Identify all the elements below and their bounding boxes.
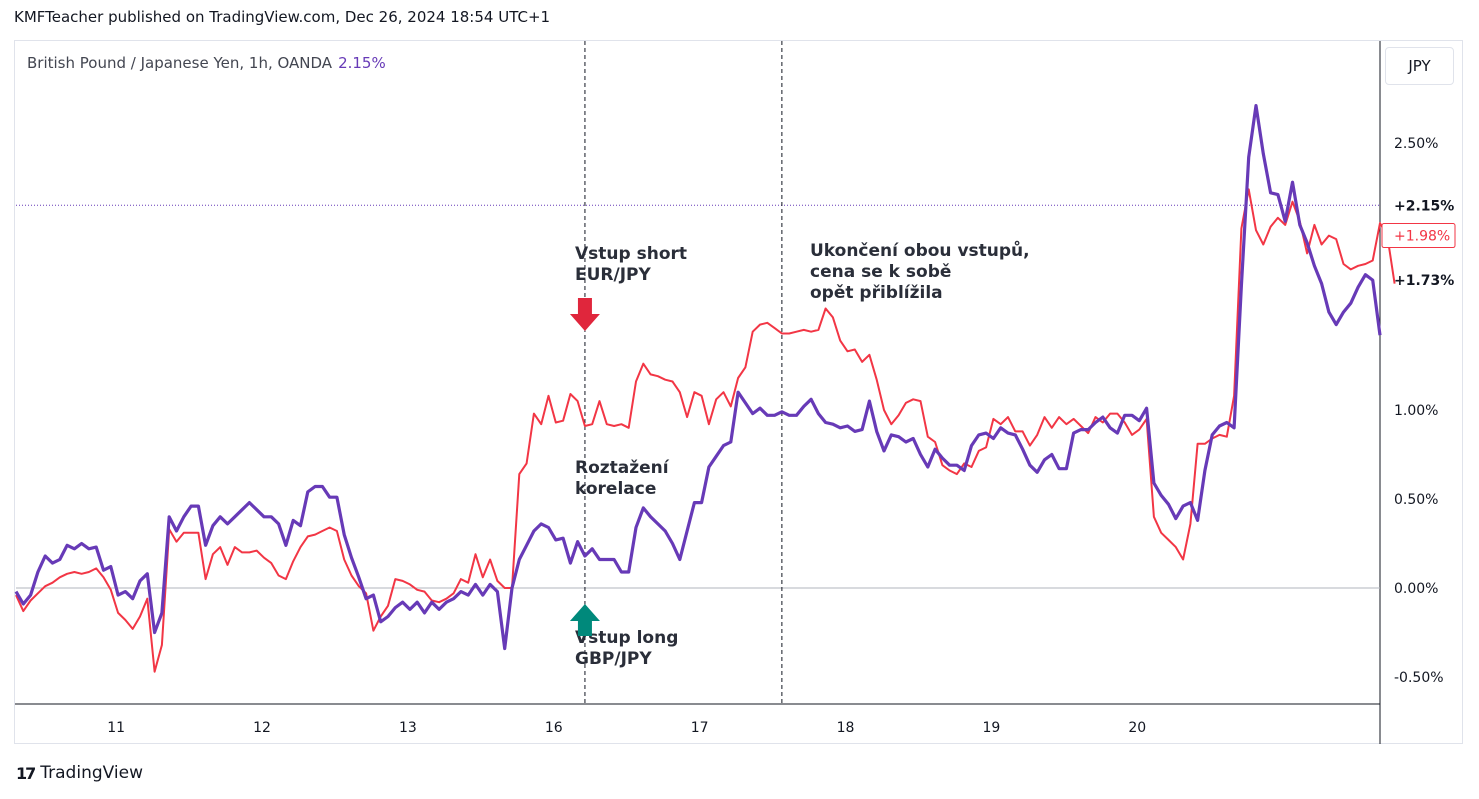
price-tag-primary: +1.73%	[1394, 273, 1454, 289]
tradingview-footer[interactable]: 17 TradingView	[16, 763, 143, 783]
short-entry-label-line: EUR/JPY	[575, 265, 652, 285]
y-tick-label: 2.50%	[1394, 136, 1438, 152]
short-entry-label-line: Vstup short	[575, 244, 687, 264]
tradingview-logo-icon: 17	[16, 763, 36, 783]
y-tick-label: 0.00%	[1394, 581, 1438, 597]
symbol-legend[interactable]: British Pound / Japanese Yen, 1h, OANDA 2…	[27, 54, 386, 72]
price-tag-compare: +1.98%	[1394, 229, 1450, 245]
footer-logo-text: TradingView	[40, 763, 143, 783]
x-tick-label: 20	[1128, 720, 1146, 736]
long-entry-label-line: GBP/JPY	[575, 649, 652, 669]
x-tick-label: 19	[982, 720, 1000, 736]
divergence-label-line: Roztažení	[575, 458, 670, 478]
x-tick-label: 17	[691, 720, 709, 736]
exit-label-line: opět přiblížila	[810, 283, 943, 303]
price-tag-box	[1381, 223, 1456, 249]
currency-button[interactable]: JPY	[1385, 47, 1454, 85]
series-line-gbp-jpy	[14, 103, 1382, 651]
long-entry-label-line: Vstup long	[575, 628, 678, 648]
x-tick-label: 18	[837, 720, 855, 736]
series-line-eur-jpy	[15, 188, 1396, 673]
x-tick-label: 11	[107, 720, 125, 736]
y-tick-label: 0.50%	[1394, 492, 1438, 508]
x-tick-label: 12	[253, 720, 271, 736]
short-entry-arrow-icon	[569, 298, 600, 331]
exit-label-line: cena se k sobě	[810, 262, 951, 282]
long-entry-arrow-icon	[569, 604, 600, 636]
y-tick-label: 1.00%	[1394, 403, 1438, 419]
symbol-name: British Pound / Japanese Yen, 1h, OANDA	[27, 54, 333, 72]
symbol-change: 2.15%	[338, 54, 386, 72]
publisher-line: KMFTeacher published on TradingView.com,…	[14, 8, 551, 26]
x-tick-label: 13	[399, 720, 417, 736]
y-tick-label: -0.50%	[1394, 670, 1444, 686]
price-tag-primary: +2.15%	[1394, 198, 1454, 214]
divergence-label-line: korelace	[575, 479, 656, 499]
exit-label-line: Ukončení obou vstupů,	[810, 239, 1030, 261]
x-tick-label: 16	[545, 720, 563, 736]
chart-frame	[14, 40, 1463, 744]
